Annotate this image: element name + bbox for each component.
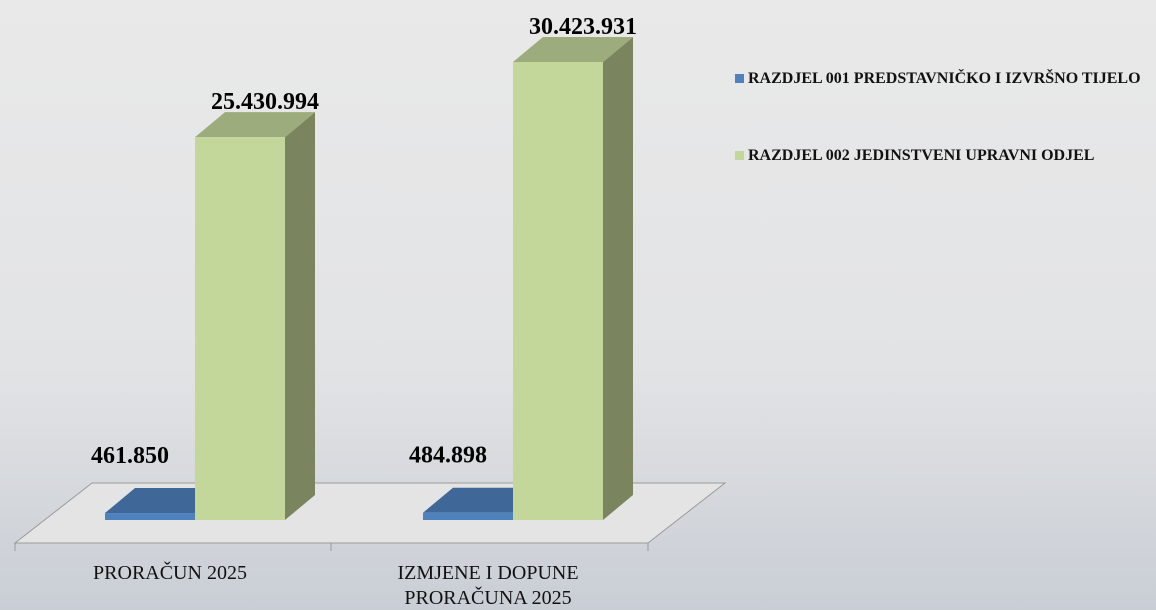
bar-side (285, 112, 315, 521)
value-label: 484.898 (409, 443, 487, 469)
bar (195, 137, 285, 520)
x-tick-label: PRORAČUN 2025 (93, 562, 247, 584)
bar (105, 513, 195, 520)
value-label: 25.430.994 (211, 89, 319, 115)
legend-item: RAZDJEL 001 PREDSTAVNIČKO I IZVRŠNO TIJE… (735, 68, 1155, 90)
legend-label: RAZDJEL 001 PREDSTAVNIČKO I IZVRŠNO TIJE… (748, 70, 1141, 87)
value-label: 461.850 (91, 443, 169, 469)
legend-swatch (735, 151, 744, 160)
bar (423, 512, 513, 520)
bar-top (195, 112, 315, 138)
bar-top (513, 37, 633, 62)
legend-label: RAZDJEL 002 JEDINSTVENI UPRAVNI ODJEL (748, 147, 1095, 164)
x-tick-label: IZMJENE I DOPUNE PRORAČUNA 2025 (397, 562, 579, 609)
legend-item: RAZDJEL 002 JEDINSTVENI UPRAVNI ODJEL (735, 145, 1155, 167)
legend-swatch (735, 74, 744, 83)
bar (513, 62, 603, 520)
value-label: 30.423.931 (529, 14, 637, 40)
bar-side (603, 37, 633, 520)
